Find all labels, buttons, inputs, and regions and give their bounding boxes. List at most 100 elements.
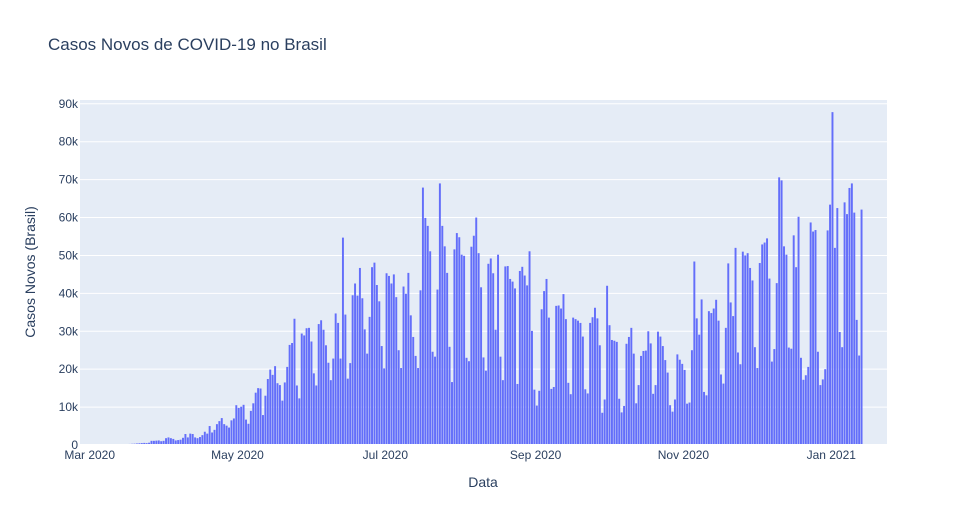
bar bbox=[657, 331, 659, 445]
bar bbox=[463, 255, 466, 445]
bar bbox=[586, 393, 589, 445]
bar bbox=[482, 357, 485, 445]
bar bbox=[383, 368, 386, 445]
bar bbox=[475, 217, 478, 445]
bar bbox=[390, 283, 393, 445]
bar bbox=[237, 407, 240, 445]
bar bbox=[848, 187, 851, 445]
bar bbox=[206, 433, 209, 445]
bar bbox=[388, 275, 390, 445]
bar bbox=[678, 359, 681, 445]
bar bbox=[746, 253, 749, 445]
bar bbox=[843, 202, 846, 445]
y-tick-label: 10k bbox=[59, 400, 79, 414]
bar bbox=[162, 440, 165, 445]
bar bbox=[148, 442, 151, 445]
bar bbox=[325, 345, 327, 445]
bar bbox=[460, 254, 463, 445]
bar bbox=[264, 395, 267, 445]
bar bbox=[673, 399, 676, 445]
bar bbox=[816, 351, 819, 445]
bar bbox=[409, 315, 412, 445]
bar bbox=[339, 358, 342, 445]
bar bbox=[836, 208, 839, 445]
bar bbox=[516, 383, 519, 445]
bar bbox=[661, 346, 664, 445]
bar bbox=[477, 253, 480, 445]
bar bbox=[773, 349, 776, 445]
bar bbox=[518, 270, 521, 445]
y-tick-label: 40k bbox=[59, 286, 79, 300]
bar bbox=[739, 364, 742, 445]
bar bbox=[790, 348, 793, 445]
bar bbox=[208, 426, 211, 445]
bar bbox=[785, 254, 788, 445]
bar bbox=[727, 263, 730, 445]
bar bbox=[315, 385, 318, 445]
bar bbox=[293, 318, 296, 445]
bar bbox=[443, 246, 446, 445]
bar bbox=[249, 410, 252, 445]
bar bbox=[298, 398, 301, 445]
bar bbox=[266, 379, 269, 445]
bar bbox=[259, 388, 262, 445]
bar bbox=[429, 251, 432, 445]
y-tick-label: 50k bbox=[59, 248, 79, 262]
y-tick-label: 60k bbox=[59, 211, 79, 225]
bar bbox=[858, 355, 861, 445]
y-tick-label: 30k bbox=[59, 324, 79, 338]
bar bbox=[812, 231, 815, 445]
bar bbox=[526, 285, 529, 445]
bar bbox=[787, 347, 790, 445]
bar bbox=[397, 350, 400, 445]
bar bbox=[182, 437, 184, 445]
bar bbox=[378, 301, 381, 445]
bar bbox=[778, 177, 781, 445]
x-axis-ticks: Mar 2020 May 2020 Jul 2020 Sep 2020 Nov 2020… bbox=[64, 448, 856, 462]
bar bbox=[720, 374, 722, 445]
bar bbox=[501, 380, 504, 445]
bar bbox=[252, 403, 255, 445]
bar bbox=[492, 273, 495, 445]
bar bbox=[305, 328, 308, 445]
y-tick-label: 90k bbox=[59, 97, 79, 111]
bar bbox=[555, 305, 558, 445]
bar bbox=[683, 369, 686, 445]
bar bbox=[189, 433, 192, 445]
bar bbox=[351, 295, 354, 445]
x-tick-label: Mar 2020 bbox=[64, 448, 115, 462]
bar bbox=[504, 266, 507, 445]
bar bbox=[654, 385, 657, 445]
x-tick-label: Sep 2020 bbox=[510, 448, 562, 462]
bar bbox=[540, 309, 543, 445]
bar bbox=[392, 274, 395, 445]
bar bbox=[826, 230, 829, 445]
bar bbox=[758, 263, 761, 445]
bar bbox=[286, 366, 289, 445]
bar bbox=[753, 347, 756, 445]
bar bbox=[802, 379, 805, 445]
bar bbox=[169, 438, 172, 445]
bar bbox=[152, 440, 155, 445]
bar bbox=[300, 333, 303, 445]
bar bbox=[797, 216, 800, 445]
bar bbox=[303, 335, 306, 445]
chart-title: Casos Novos de COVID-19 no Brasil bbox=[48, 35, 327, 54]
bar bbox=[642, 350, 645, 445]
bar bbox=[223, 424, 226, 445]
bar bbox=[652, 393, 655, 445]
bar bbox=[572, 317, 575, 445]
bar bbox=[695, 318, 698, 445]
bar bbox=[497, 254, 500, 445]
bar bbox=[412, 336, 415, 445]
bar bbox=[194, 437, 197, 445]
bar bbox=[218, 421, 221, 445]
bar bbox=[853, 212, 856, 445]
bar bbox=[274, 366, 277, 445]
bar bbox=[768, 278, 771, 445]
bar bbox=[637, 385, 640, 445]
bar bbox=[453, 249, 456, 445]
bar bbox=[610, 339, 613, 445]
